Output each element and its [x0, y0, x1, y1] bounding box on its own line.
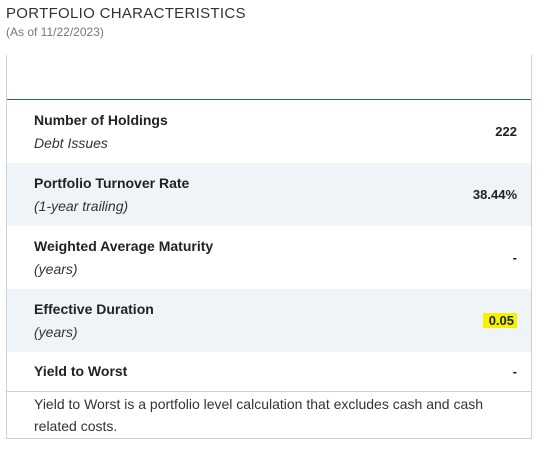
row-yield-to-worst: Yield to Worst - [7, 352, 531, 392]
row-label: Number of Holdings [34, 112, 168, 128]
row-sublabel: (1-year trailing) [34, 198, 129, 214]
row-label: Portfolio Turnover Rate [34, 175, 190, 191]
row-portfolio-turnover-rate: Portfolio Turnover Rate (1-year trailing… [7, 163, 531, 226]
row-value: - [512, 364, 517, 379]
table-header [7, 55, 531, 100]
row-value: 38.44% [472, 187, 517, 202]
row-label: Weighted Average Maturity [34, 238, 214, 254]
row-sublabel: Debt Issues [34, 135, 108, 151]
row-value: 222 [495, 124, 517, 139]
row-value-highlighted: 0.05 [482, 313, 517, 328]
footnote: Yield to Worst is a portfolio level calc… [34, 396, 484, 434]
row-number-of-holdings: Number of Holdings Debt Issues 222 [7, 100, 531, 163]
row-sublabel: (years) [34, 324, 78, 340]
as-of-date: (As of 11/22/2023) [6, 25, 104, 39]
row-label: Effective Duration [34, 301, 154, 317]
row-sublabel: (years) [34, 261, 78, 277]
row-value: - [512, 250, 517, 265]
row-effective-duration: Effective Duration (years) 0.05 [7, 289, 531, 352]
row-label: Yield to Worst [34, 363, 128, 379]
characteristics-table: Number of Holdings Debt Issues 222 Portf… [6, 55, 532, 439]
section-title: PORTFOLIO CHARACTERISTICS [6, 5, 246, 22]
row-weighted-average-maturity: Weighted Average Maturity (years) - [7, 226, 531, 289]
